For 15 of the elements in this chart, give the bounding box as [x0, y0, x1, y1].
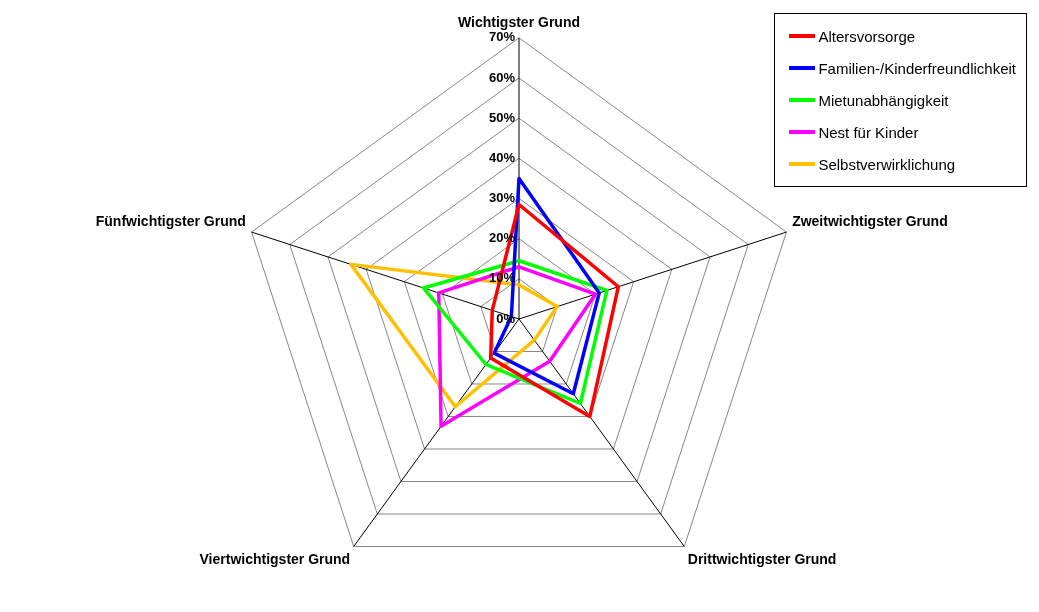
y-tick-label: 60%	[488, 69, 516, 85]
spoke-label: Wichtigster Grund	[458, 14, 580, 31]
legend-label: Mietunabhängigkeit	[818, 91, 949, 109]
legend-label: Nest für Kinder	[818, 123, 919, 141]
spoke-label: Viertwichtigster Grund	[199, 550, 351, 567]
y-tick-label: 30%	[488, 190, 516, 206]
y-tick-label: 70%	[488, 29, 516, 45]
spoke-label: Zweitwichtigster Grund	[792, 212, 948, 229]
spoke-label: Fünfwichtigster Grund	[95, 212, 246, 229]
spoke-label: Drittwichtigster Grund	[687, 550, 837, 567]
y-tick-label: 40%	[488, 149, 516, 165]
legend-label: Familien-/Kinderfreundlichkeit	[818, 59, 1016, 77]
y-tick-label: 50%	[488, 109, 516, 125]
legend-label: Altersvorsorge	[818, 27, 916, 45]
legend-label: Selbstverwirklichung	[818, 155, 956, 173]
